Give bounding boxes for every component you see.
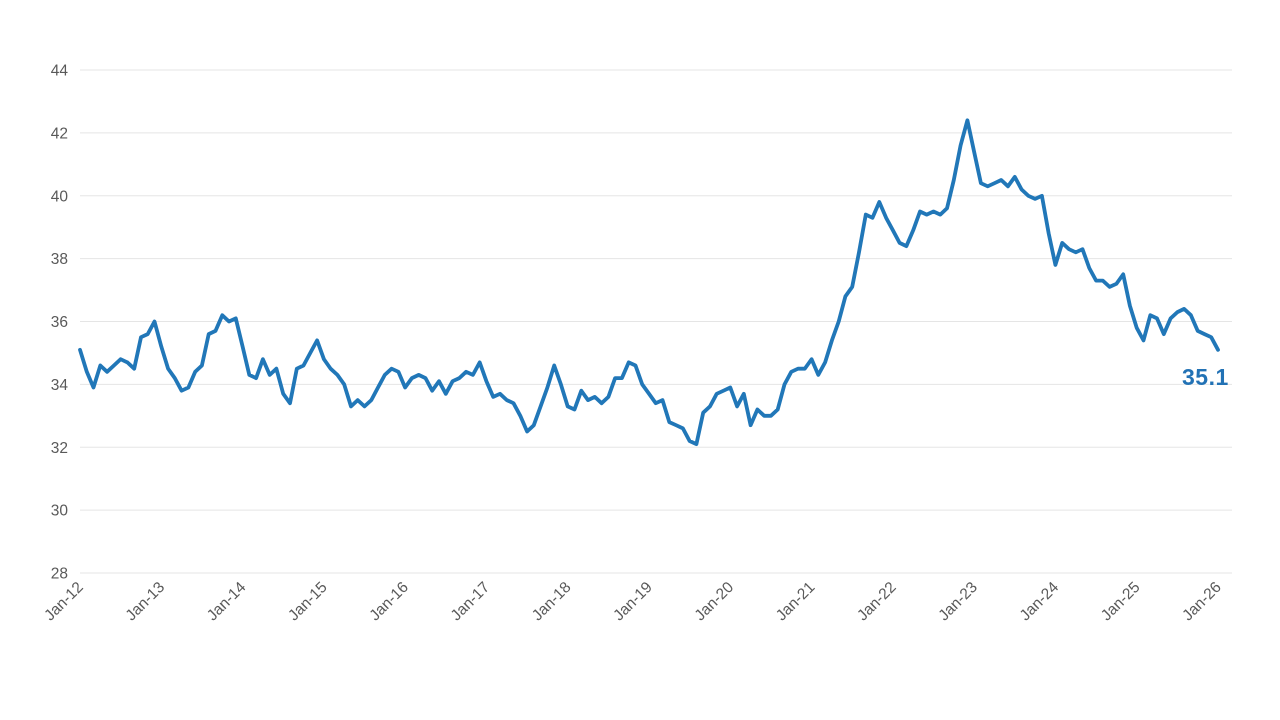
x-tick-label: Jan-15 bbox=[285, 579, 331, 625]
x-tick-label: Jan-24 bbox=[1017, 579, 1063, 625]
x-tick-label: Jan-22 bbox=[854, 579, 900, 625]
y-tick-label: 44 bbox=[51, 63, 69, 80]
y-tick-label: 36 bbox=[51, 314, 68, 331]
x-tick-label: Jan-19 bbox=[610, 579, 656, 625]
y-tick-label: 38 bbox=[51, 251, 68, 268]
y-axis-labels: 28 30 32 34 36 38 40 42 44 bbox=[51, 63, 69, 583]
y-tick-label: 42 bbox=[51, 125, 68, 142]
y-tick-label: 40 bbox=[51, 188, 69, 205]
x-tick-label: Jan-26 bbox=[1179, 579, 1225, 625]
x-tick-label: Jan-12 bbox=[41, 579, 87, 625]
x-tick-label: Jan-18 bbox=[529, 579, 575, 625]
y-tick-label: 28 bbox=[51, 566, 68, 583]
series-line bbox=[78, 118, 1220, 447]
y-tick-label: 32 bbox=[51, 440, 68, 457]
x-tick-label: Jan-23 bbox=[935, 579, 981, 625]
x-tick-label: Jan-16 bbox=[366, 579, 412, 625]
x-tick-label: Jan-20 bbox=[692, 579, 738, 625]
last-value-label: 35.1 bbox=[1182, 364, 1229, 390]
x-tick-label: Jan-21 bbox=[773, 579, 819, 625]
y-tick-label: 30 bbox=[51, 503, 69, 520]
x-tick-label: Jan-17 bbox=[448, 579, 494, 625]
x-tick-label: Jan-14 bbox=[204, 579, 250, 625]
gridlines bbox=[80, 69, 1232, 574]
x-tick-label: Jan-25 bbox=[1098, 579, 1144, 625]
x-axis-labels: Jan-12 Jan-13 Jan-14 Jan-15 Jan-16 Jan-17 Jan-… bbox=[41, 579, 1225, 625]
x-tick-label: Jan-13 bbox=[123, 579, 169, 625]
y-tick-label: 34 bbox=[51, 377, 69, 394]
